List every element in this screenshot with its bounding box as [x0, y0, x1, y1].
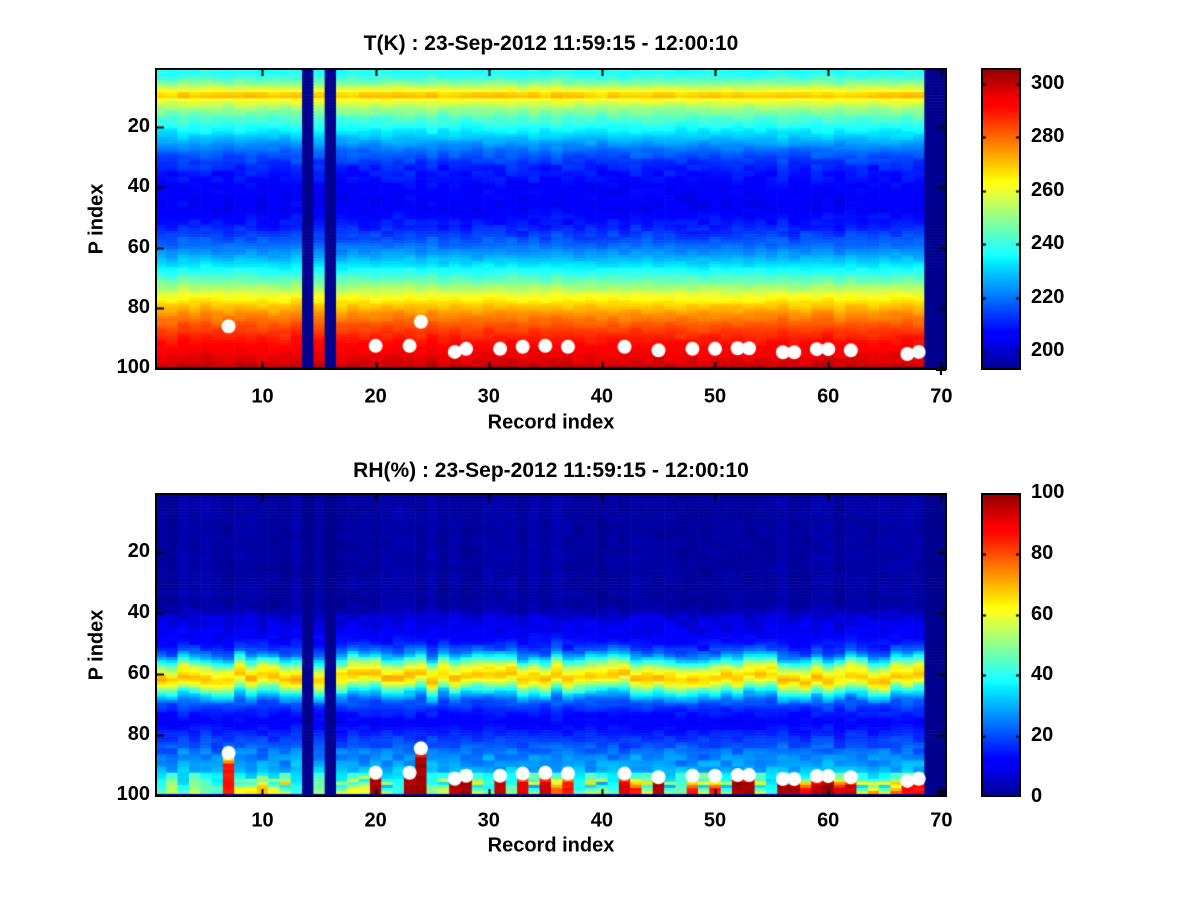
humidity-plus-marker: +	[935, 781, 947, 804]
humidity-xtick-40: 40	[590, 809, 614, 832]
temperature-colorbar	[981, 68, 1021, 370]
temperature-cbar-tick-260: 260	[1031, 178, 1065, 201]
humidity-ytick-80: 80	[127, 722, 150, 745]
humidity-xtick-50: 50	[703, 809, 727, 832]
humidity-xtick-60: 60	[817, 809, 840, 832]
temperature-ytick-40: 40	[127, 175, 150, 198]
humidity-xtick-70: 70	[930, 809, 953, 832]
temperature-heatmap	[155, 68, 947, 370]
temperature-cbar-tick-240: 240	[1031, 232, 1065, 255]
humidity-cbar-tick-60: 60	[1031, 602, 1054, 625]
temperature-xtick-60: 60	[817, 385, 840, 408]
temperature-ytick-60: 60	[127, 235, 150, 258]
humidity-ytick-100: 100	[116, 783, 150, 806]
humidity-xtick-10: 10	[251, 809, 274, 832]
humidity-xtick-30: 30	[477, 809, 500, 832]
temperature-xtick-10: 10	[251, 385, 274, 408]
humidity-cbar-tick-0: 0	[1031, 785, 1043, 807]
temperature-xtick-50: 50	[703, 385, 727, 408]
humidity-xaxis-label: Record index	[487, 834, 615, 857]
temperature-xaxis-label: Record index	[487, 411, 615, 434]
temperature-cbar-tick-200: 200	[1031, 339, 1065, 362]
temperature-ytick-100: 100	[116, 356, 150, 379]
temperature-cbar-tick-220: 220	[1031, 285, 1065, 308]
humidity-xtick-20: 20	[364, 809, 387, 832]
humidity-ytick-40: 40	[127, 601, 150, 624]
humidity-plot-title: RH(%) : 23-Sep-2012 11:59:15 - 12:00:10	[353, 459, 749, 482]
humidity-ytick-60: 60	[127, 661, 150, 684]
humidity-heatmap	[155, 493, 947, 797]
humidity-cbar-tick-20: 20	[1031, 724, 1054, 747]
humidity-cbar-tick-100: 100	[1031, 481, 1065, 503]
temperature-ytick-80: 80	[127, 296, 150, 319]
temperature-xtick-20: 20	[364, 385, 387, 408]
temperature-xtick-70: 70	[930, 385, 953, 408]
humidity-cbar-tick-40: 40	[1031, 663, 1054, 686]
temperature-cbar-tick-300: 300	[1031, 72, 1065, 95]
temperature-plot-title: T(K) : 23-Sep-2012 11:59:15 - 12:00:10	[363, 32, 739, 55]
temperature-plus-marker: +	[935, 359, 947, 382]
temperature-xtick-30: 30	[477, 385, 500, 408]
humidity-colorbar	[981, 493, 1021, 797]
temperature-ytick-20: 20	[127, 114, 150, 137]
humidity-ytick-20: 20	[127, 540, 150, 563]
temperature-xtick-40: 40	[590, 385, 614, 408]
humidity-cbar-tick-80: 80	[1031, 541, 1054, 564]
temperature-cbar-tick-280: 280	[1031, 125, 1065, 148]
